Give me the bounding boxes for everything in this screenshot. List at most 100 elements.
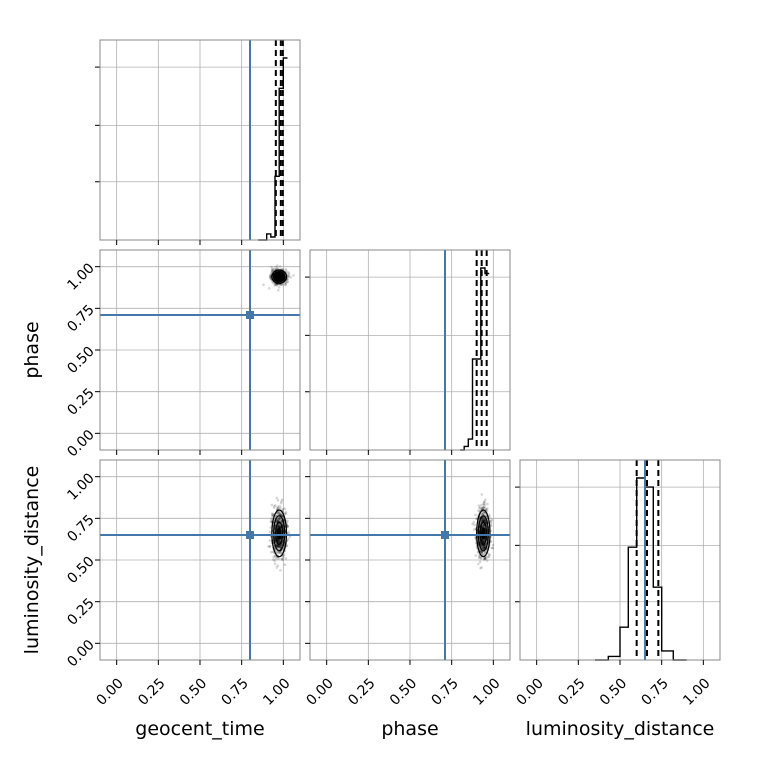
sample-point <box>276 546 280 549</box>
sample-point <box>278 513 282 516</box>
sample-point <box>483 545 487 549</box>
sample-point <box>482 519 486 522</box>
x-tick-label-luminosity_distance-0: 0.00 <box>514 675 547 708</box>
sample-point <box>284 268 287 271</box>
sample-point <box>482 517 485 520</box>
sample-point <box>483 519 487 523</box>
sample-point <box>485 509 489 512</box>
sample-point <box>278 517 281 520</box>
sample-point <box>271 512 274 515</box>
sample-point <box>270 550 273 554</box>
sample-point <box>486 502 489 506</box>
sample-point <box>284 512 287 516</box>
sample-point <box>278 551 282 554</box>
sample-point <box>278 265 282 268</box>
sample-point <box>482 523 486 527</box>
sample-point <box>481 539 485 542</box>
sample-point <box>278 510 281 514</box>
sample-point <box>489 523 493 527</box>
sample-point <box>278 517 282 520</box>
sample-point <box>481 518 485 522</box>
sample-point <box>288 535 292 538</box>
sample-point <box>278 516 281 520</box>
sample-point <box>483 551 487 554</box>
sample-point <box>485 559 489 562</box>
sample-point <box>277 545 280 548</box>
sample-point <box>479 567 482 570</box>
sample-point <box>278 519 282 522</box>
sample-point <box>275 267 279 270</box>
sample-point <box>270 265 273 269</box>
sample-point <box>279 545 283 548</box>
sample-point <box>278 546 282 550</box>
sample-point <box>483 556 487 560</box>
sample-point <box>481 544 485 548</box>
sample-point <box>482 553 485 556</box>
sample-point <box>482 500 486 504</box>
sample-point <box>481 540 485 544</box>
x-tick-label-luminosity_distance-2: 0.50 <box>597 675 630 708</box>
grid-lines <box>310 250 510 450</box>
contour-1 <box>479 521 488 546</box>
sample-point <box>287 275 291 279</box>
sample-point <box>274 557 278 560</box>
sample-point <box>484 498 487 502</box>
sample-point <box>489 519 493 523</box>
sample-point <box>271 269 274 272</box>
sample-point <box>471 522 475 526</box>
sample-point <box>481 546 485 550</box>
sample-point <box>480 544 484 548</box>
sample-point <box>275 520 279 524</box>
sample-point <box>272 506 276 510</box>
sample-point <box>487 553 491 556</box>
sample-point <box>267 545 270 548</box>
x-tick-label-phase-1: 0.25 <box>345 675 378 708</box>
sample-point <box>276 564 280 567</box>
contour-3 <box>271 269 288 284</box>
sample-point <box>477 509 480 513</box>
sample-point <box>491 543 495 547</box>
sample-point <box>473 523 476 527</box>
scatter-geocent_time-luminosity_distance <box>267 496 292 572</box>
sample-point <box>481 519 484 522</box>
sample-point <box>277 551 280 555</box>
sample-point <box>276 519 280 522</box>
sample-point <box>272 281 275 285</box>
sample-point <box>280 513 283 517</box>
y-tick-label-luminosity_distance-0: 0.00 <box>64 637 97 670</box>
sample-point <box>480 507 483 510</box>
sample-point <box>478 560 482 564</box>
sample-point <box>279 519 283 523</box>
sample-point <box>480 503 483 507</box>
sample-point <box>278 545 281 549</box>
sample-point <box>278 283 282 286</box>
sample-point <box>480 566 483 569</box>
sample-point <box>273 562 277 566</box>
sample-point <box>268 275 272 278</box>
sample-point <box>481 506 485 509</box>
sample-point <box>477 554 481 558</box>
sample-point <box>483 519 486 522</box>
sample-point <box>268 539 272 542</box>
panels-layer: 0.00 0.25 0.50 0.75 1.00 0.00 0.25 0.50 0.75 1.00… <box>64 39 721 709</box>
x-tick-label-phase-2: 0.50 <box>387 675 420 708</box>
sample-point <box>481 524 484 528</box>
x-tick-label-luminosity_distance-4: 1.00 <box>680 675 713 708</box>
contour-1 <box>275 272 284 281</box>
sample-point <box>483 546 486 549</box>
sample-point <box>278 504 281 508</box>
sample-point <box>281 558 285 562</box>
sample-point <box>482 524 486 528</box>
sample-point <box>278 540 282 544</box>
sample-point <box>283 507 287 511</box>
sample-point <box>271 268 274 271</box>
sample-point <box>482 540 485 544</box>
sample-point <box>482 547 485 550</box>
sample-point <box>480 550 484 554</box>
sample-point <box>276 544 279 547</box>
sample-point <box>276 505 280 509</box>
x-axis-label-phase: phase <box>381 718 438 740</box>
sample-point <box>482 519 486 523</box>
sample-point <box>275 264 279 267</box>
sample-point <box>482 523 485 526</box>
